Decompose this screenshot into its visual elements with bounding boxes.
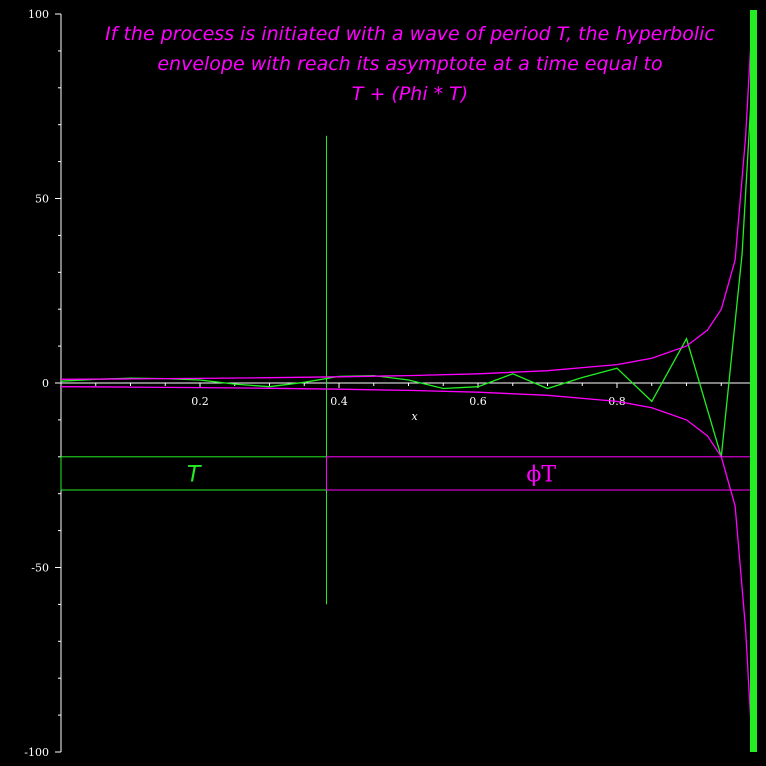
upper-envelope-line (60, 13, 754, 380)
segment-t-label: T (187, 462, 202, 487)
caption-line-1: If the process is initiated with a wave … (105, 23, 715, 45)
x-tick-label: 0.6 (469, 395, 487, 408)
y-tick-label: -50 (31, 562, 49, 575)
tick-marks (55, 13, 757, 753)
x-tick-label: 0.2 (191, 395, 209, 408)
y-tick-label: 50 (35, 193, 49, 206)
lower-envelope-line (60, 386, 754, 753)
y-tick-labels: -100 -50 0 50 100 (24, 8, 49, 759)
chart-caption: If the process is initiated with a wave … (105, 23, 715, 105)
y-tick-label: 0 (42, 377, 49, 390)
y-tick-label: -100 (24, 746, 49, 759)
caption-line-3: T + (Phi * T) (352, 83, 468, 105)
x-axis-label: x (412, 410, 419, 423)
asymptote-oscillation-band (750, 10, 757, 752)
caption-line-2: envelope with reach its asymptote at a t… (157, 53, 662, 75)
segment-phi-t-label: ϕT (526, 462, 556, 487)
wave-series-line (60, 13, 757, 457)
x-tick-label: 0.4 (330, 395, 348, 408)
y-tick-label: 100 (28, 8, 49, 21)
x-tick-labels: 0.2 0.4 0.6 0.8 (191, 395, 626, 408)
series-lines (60, 10, 757, 753)
